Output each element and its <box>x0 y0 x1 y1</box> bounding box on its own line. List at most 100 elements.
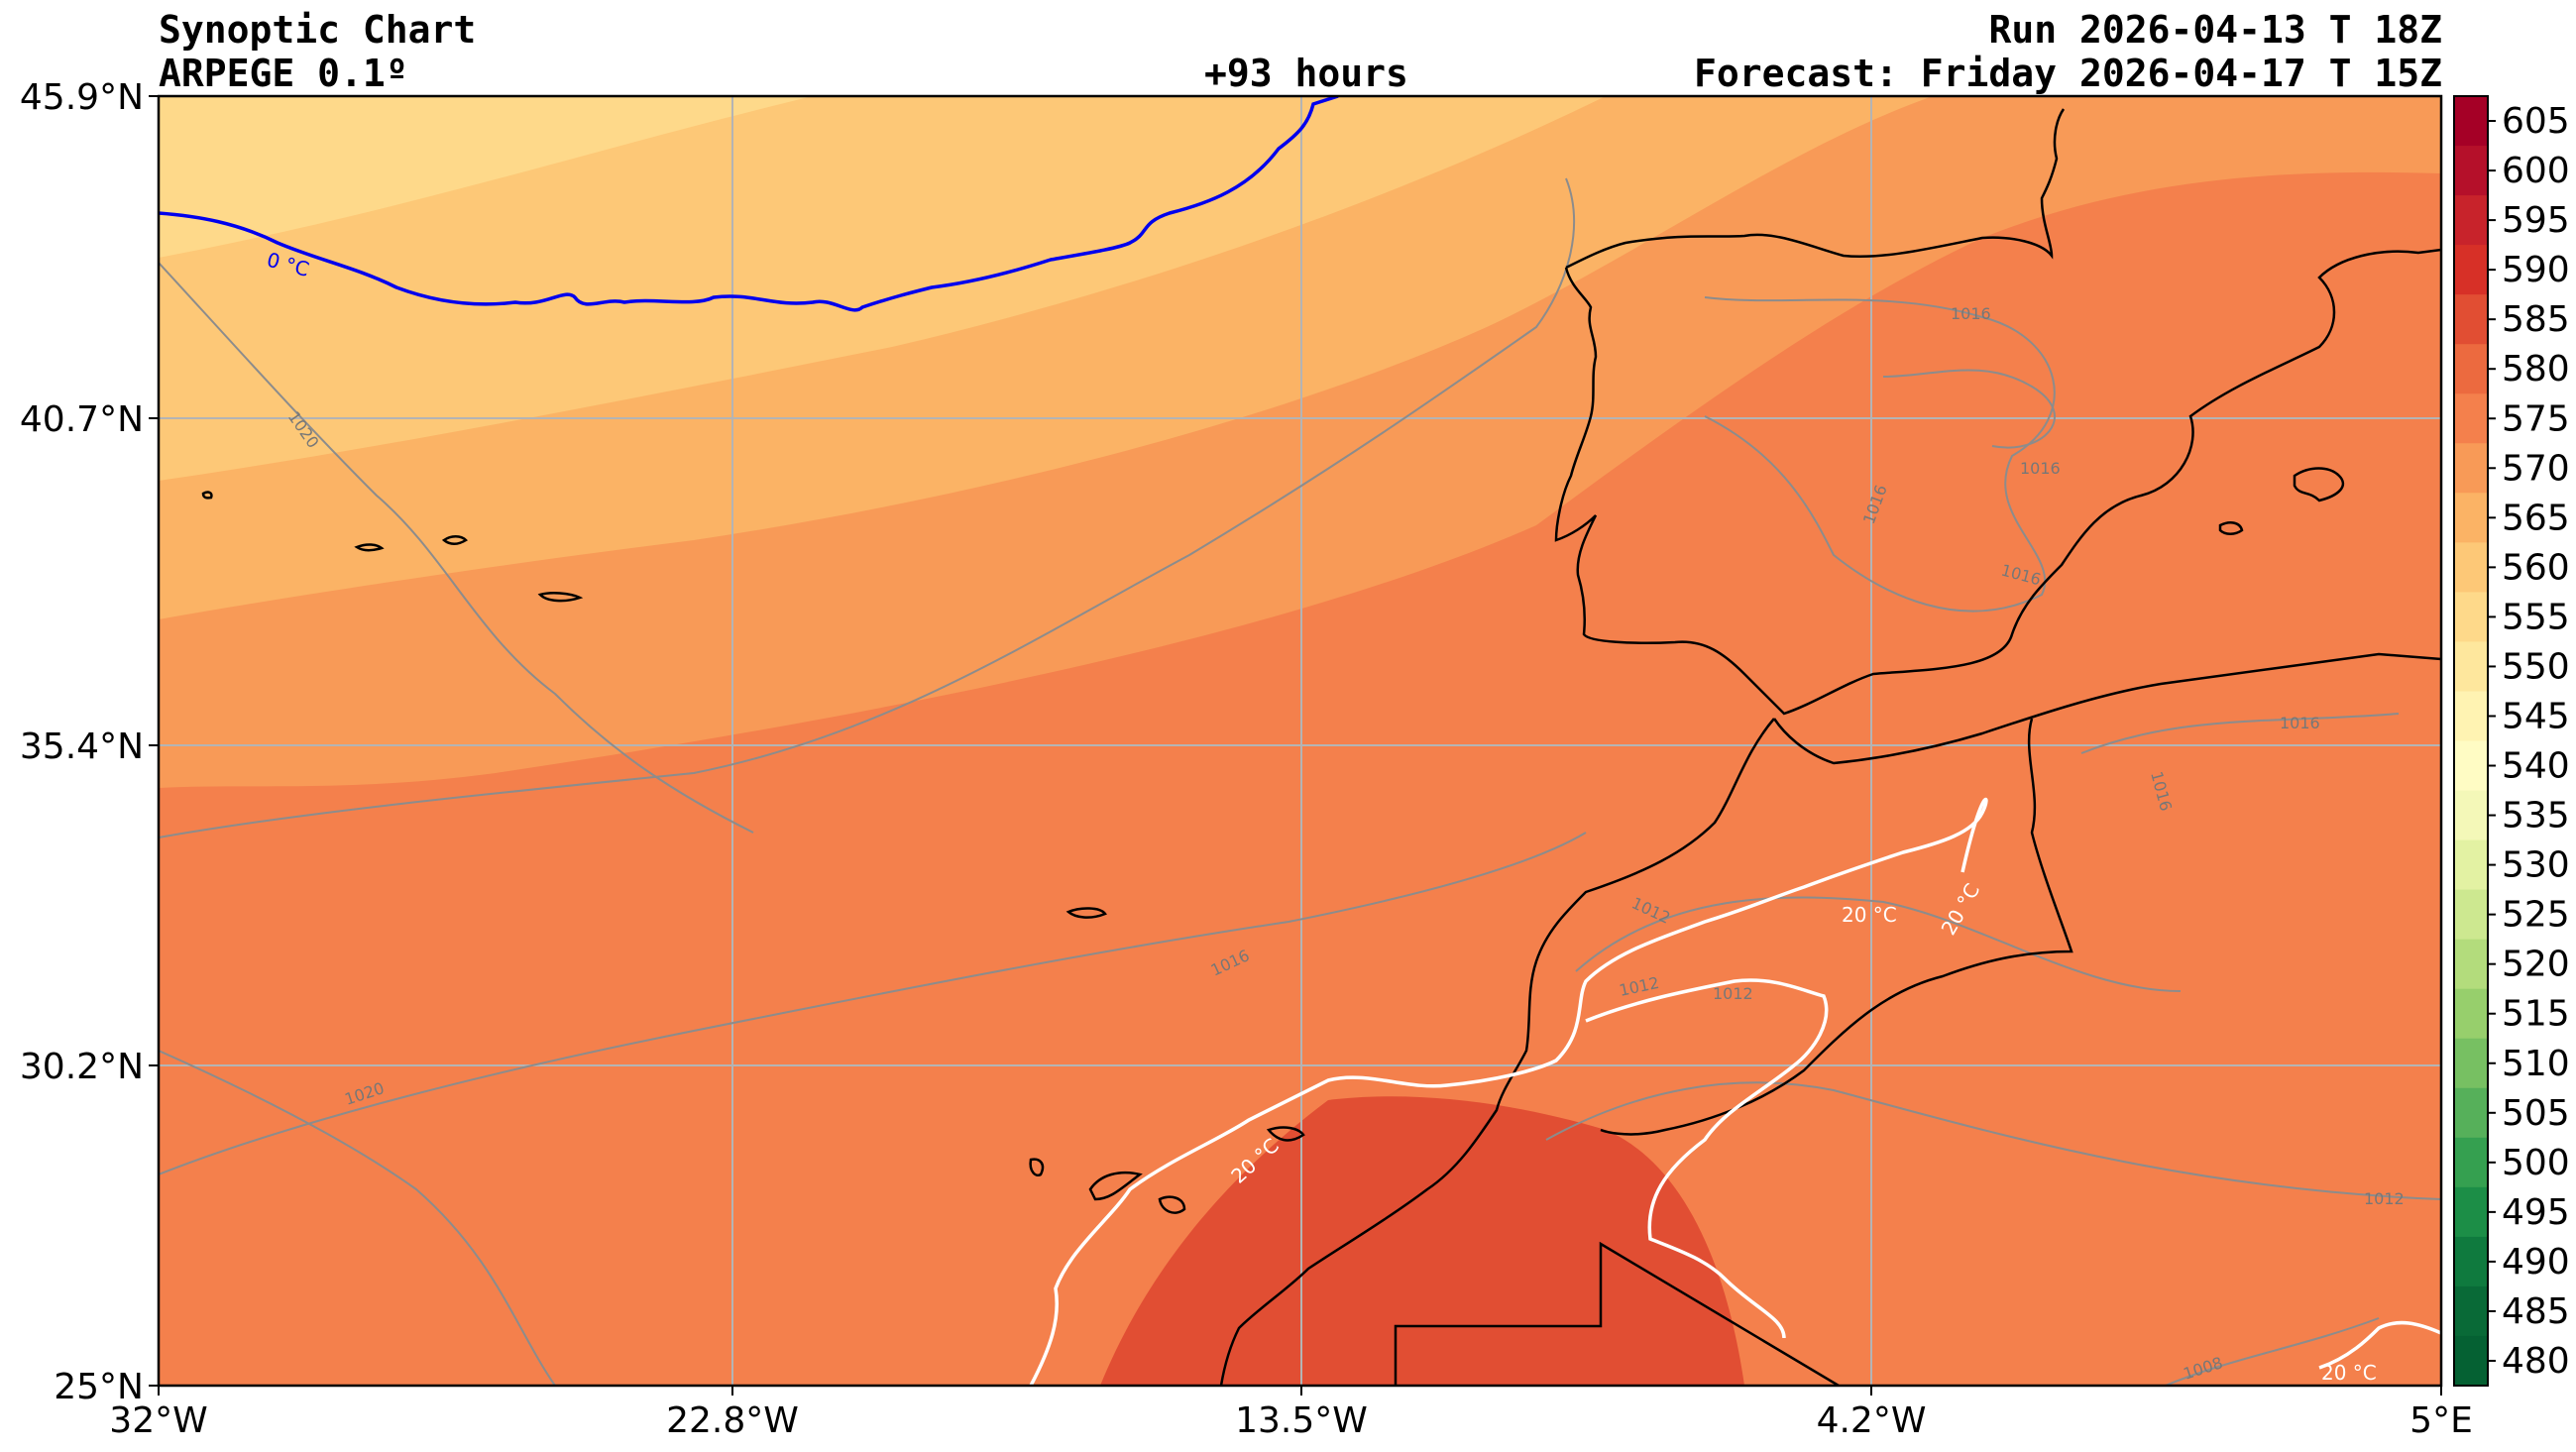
colorbar-swatch-515 <box>2454 988 2488 1040</box>
isobar-1016-inner <box>1882 369 2056 449</box>
colorbar-swatch-550 <box>2454 641 2488 692</box>
band-560 <box>159 96 1606 481</box>
colorbar-label-485: 485 <box>2502 1291 2570 1332</box>
lat-label-35-4n: 35.4°N <box>20 726 144 767</box>
colorbar-label-580: 580 <box>2502 349 2570 390</box>
colorbar-swatch-565 <box>2454 493 2488 543</box>
isobar-1016-iberia <box>1704 296 2056 613</box>
colorbar-label-500: 500 <box>2502 1143 2570 1183</box>
colorbar-swatch-525 <box>2454 889 2488 941</box>
label-1016-b: 1016 <box>1951 304 1991 323</box>
isotherm-0c <box>159 96 1339 312</box>
isobar-1012-sahara <box>1545 1081 2441 1200</box>
isotherm-20c-east <box>2318 1320 2441 1370</box>
label-1012-d: 1012 <box>2364 1189 2405 1208</box>
colorbar-swatch-595 <box>2454 195 2488 246</box>
lon-label-5e: 5°E <box>2409 1400 2473 1441</box>
isotherms <box>159 96 2441 1386</box>
island-ibiza <box>2218 521 2244 535</box>
run-time: Run 2026-04-13 T 18Z <box>1988 8 2442 52</box>
colorbar-swatch-540 <box>2454 740 2488 792</box>
colorbar: 605 600 595 590 585 580 575 570 565 560 555 550 545 5… <box>2453 95 2570 1387</box>
island-mallorca <box>2293 467 2345 503</box>
colorbar-swatch-605 <box>2454 96 2488 147</box>
colorbar-swatch-495 <box>2454 1186 2488 1238</box>
colorbar-swatch-510 <box>2454 1038 2488 1089</box>
colorbar-swatch-480 <box>2454 1335 2488 1387</box>
colorbar-label-605: 605 <box>2502 101 2570 142</box>
isobar-1020-south <box>159 1050 556 1386</box>
isobar-1016-mid <box>159 832 1587 1175</box>
geopotential-fill <box>159 96 2441 1386</box>
band-580 <box>1100 1096 1744 1386</box>
colorbar-label-595: 595 <box>2502 200 2570 241</box>
island-la-palma <box>1029 1158 1045 1176</box>
colorbar-label-495: 495 <box>2502 1192 2570 1233</box>
isobars <box>159 177 2441 1386</box>
colorbar-swatch-530 <box>2454 839 2488 891</box>
island-tenerife <box>1088 1171 1143 1201</box>
colorbar-label-575: 575 <box>2502 398 2570 439</box>
colorbar-label-515: 515 <box>2502 994 2570 1035</box>
grid-lines <box>159 96 2441 1386</box>
colorbar-swatch-560 <box>2454 542 2488 593</box>
border-morocco-algeria <box>1600 718 2073 1136</box>
model-name: ARPEGE 0.1º <box>159 52 408 95</box>
border-western-sahara <box>1394 1241 1840 1386</box>
isobar-1016-east <box>2080 713 2400 754</box>
island-azores-flores <box>201 491 213 500</box>
isobar-1016-west <box>159 177 1575 838</box>
colorbar-swatch-535 <box>2454 790 2488 841</box>
island-azores-pico <box>441 535 468 545</box>
colorbar-label-555: 555 <box>2502 597 2570 637</box>
label-1012-c: 1012 <box>1713 984 1753 1003</box>
colorbar-frame <box>2453 95 2489 1387</box>
colorbar-swatch-555 <box>2454 592 2488 642</box>
colorbar-label-525: 525 <box>2502 895 2570 936</box>
lon-label-13-5w: 13.5°W <box>1235 1400 1368 1441</box>
coast-west-africa <box>1219 718 1775 1386</box>
colorbar-label-565: 565 <box>2502 498 2570 538</box>
colorbar-swatch-585 <box>2454 294 2488 345</box>
isobar-1020-north <box>159 262 754 834</box>
lon-ticks <box>158 1386 2442 1396</box>
isobar-1008 <box>2163 1317 2380 1386</box>
island-azores-sao-miguel <box>537 592 584 603</box>
colorbar-swatch-500 <box>2454 1137 2488 1188</box>
island-azores-terceira <box>354 543 385 552</box>
colorbar-swatch-575 <box>2454 393 2488 444</box>
isotherm-20c-south <box>1585 978 1829 1339</box>
coast-iberia-south-east <box>1554 248 2441 716</box>
colorbar-swatch-490 <box>2454 1236 2488 1287</box>
lon-label-4-2w: 4.2°W <box>1817 1400 1927 1441</box>
lat-label-45-9n: 45.9°N <box>20 77 144 118</box>
lat-label-40-7n: 40.7°N <box>20 399 144 440</box>
island-madeira <box>1065 907 1107 919</box>
forecast-valid-time: Forecast: Friday 2026-04-17 T 15Z <box>1694 52 2442 95</box>
label-20c-4: 20 °C <box>2321 1361 2377 1385</box>
colorbar-swatch-600 <box>2454 146 2488 196</box>
colorbar-label-530: 530 <box>2502 845 2570 886</box>
colorbar-swatch-590 <box>2454 245 2488 295</box>
colorbar-label-510: 510 <box>2502 1044 2570 1084</box>
isotherm-20c-north <box>1029 797 1988 1386</box>
lon-label-32w: 32°W <box>109 1400 207 1441</box>
colorbar-label-570: 570 <box>2502 448 2570 489</box>
coast-iberia-north <box>1565 108 2066 270</box>
isobar-1012-atlas <box>1575 896 2182 992</box>
colorbar-label-540: 540 <box>2502 746 2570 787</box>
colorbar-label-550: 550 <box>2502 646 2570 687</box>
forecast-lead-time: +93 hours <box>1204 52 1408 95</box>
colorbar-label-480: 480 <box>2502 1341 2570 1382</box>
coast-north-africa <box>1772 652 2441 765</box>
map-frame <box>157 94 2443 1388</box>
colorbar-label-585: 585 <box>2502 299 2570 340</box>
island-fuerteventura <box>1266 1126 1305 1142</box>
colorbar-swatch-520 <box>2454 939 2488 990</box>
colorbar-label-545: 545 <box>2502 696 2570 736</box>
coastlines <box>201 108 2441 1386</box>
band-555 <box>159 96 813 258</box>
lat-label-30-2n: 30.2°N <box>20 1047 144 1087</box>
colorbar-swatch-545 <box>2454 691 2488 741</box>
